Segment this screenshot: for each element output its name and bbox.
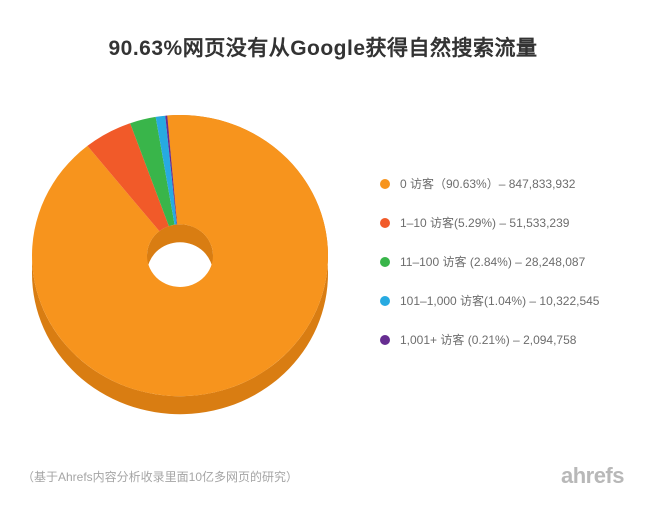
- footnote: （基于Ahrefs内容分析收录里面10亿多网页的研究）: [22, 468, 298, 485]
- legend-item: 101–1,000 访客(1.04%) – 10,322,545: [380, 292, 599, 309]
- legend-label: 1,001+ 访客 (0.21%) – 2,094,758: [400, 331, 576, 348]
- chart-title: 90.63%网页没有从Google获得自然搜索流量: [0, 32, 646, 62]
- legend-swatch: [380, 257, 390, 267]
- legend-swatch: [380, 218, 390, 228]
- donut-slice: [32, 115, 328, 396]
- legend-item: 1,001+ 访客 (0.21%) – 2,094,758: [380, 331, 599, 348]
- legend-swatch: [380, 296, 390, 306]
- legend-swatch: [380, 179, 390, 189]
- legend-item: 0 访客（90.63%）– 847,833,932: [380, 175, 599, 192]
- legend-label: 1–10 访客(5.29%) – 51,533,239: [400, 214, 569, 231]
- legend-label: 101–1,000 访客(1.04%) – 10,322,545: [400, 292, 599, 309]
- brand-logo: ahrefs: [561, 463, 624, 489]
- legend: 0 访客（90.63%）– 847,833,932 1–10 访客(5.29%) …: [380, 175, 599, 348]
- legend-label: 11–100 访客 (2.84%) – 28,248,087: [400, 253, 585, 270]
- legend-item: 11–100 访客 (2.84%) – 28,248,087: [380, 253, 599, 270]
- legend-item: 1–10 访客(5.29%) – 51,533,239: [380, 214, 599, 231]
- legend-label: 0 访客（90.63%）– 847,833,932: [400, 175, 575, 192]
- donut-chart: [22, 96, 338, 438]
- legend-swatch: [380, 335, 390, 345]
